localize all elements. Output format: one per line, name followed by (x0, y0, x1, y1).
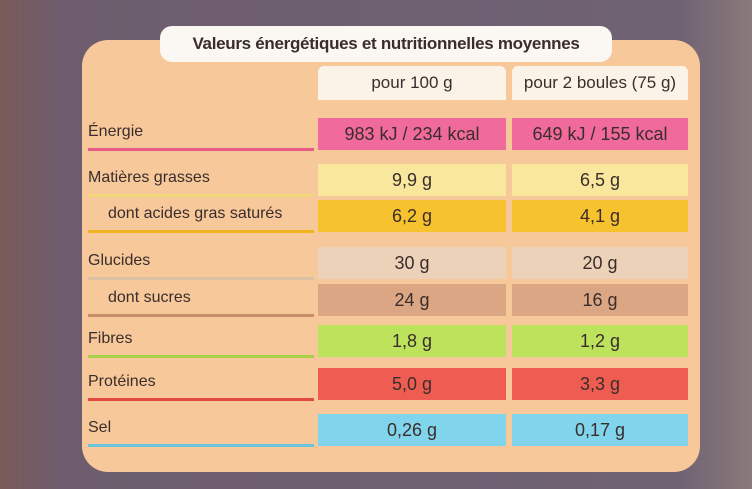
nutrient-value: 4,1 g (512, 200, 688, 232)
nutrient-value: 6,2 g (318, 200, 506, 232)
column-header: pour 100 g (318, 66, 506, 100)
nutrient-value: 24 g (318, 284, 506, 316)
nutrient-value: 1,8 g (318, 325, 506, 357)
table-title: Valeurs énergétiques et nutritionnelles … (160, 26, 612, 62)
row-underline (88, 355, 314, 358)
nutrient-value: 16 g (512, 284, 688, 316)
nutrient-value: 9,9 g (318, 164, 506, 196)
row-underline (88, 194, 314, 197)
row-underline (88, 444, 314, 447)
row-underline (88, 398, 314, 401)
column-header: pour 2 boules (75 g) (512, 66, 688, 100)
nutrient-value: 0,26 g (318, 414, 506, 446)
nutrient-value: 3,3 g (512, 368, 688, 400)
nutrient-value: 20 g (512, 247, 688, 279)
nutrient-value: 5,0 g (318, 368, 506, 400)
nutrient-value: 983 kJ / 234 kcal (318, 118, 506, 150)
row-label: Protéines (88, 373, 156, 390)
row-label: Sel (88, 419, 112, 436)
row-label: dont sucres (108, 289, 191, 306)
nutrient-value: 6,5 g (512, 164, 688, 196)
nutrient-value: 649 kJ / 155 kcal (512, 118, 688, 150)
row-label: dont acides gras saturés (108, 205, 283, 222)
row-underline (88, 148, 314, 151)
row-underline (88, 230, 314, 233)
row-label: Fibres (88, 330, 133, 347)
row-underline (88, 314, 314, 317)
nutrient-value: 0,17 g (512, 414, 688, 446)
row-label: Énergie (88, 123, 144, 140)
row-label: Matières grasses (88, 169, 210, 186)
nutrient-value: 30 g (318, 247, 506, 279)
row-label: Glucides (88, 252, 151, 269)
row-underline (88, 277, 314, 280)
nutrient-value: 1,2 g (512, 325, 688, 357)
